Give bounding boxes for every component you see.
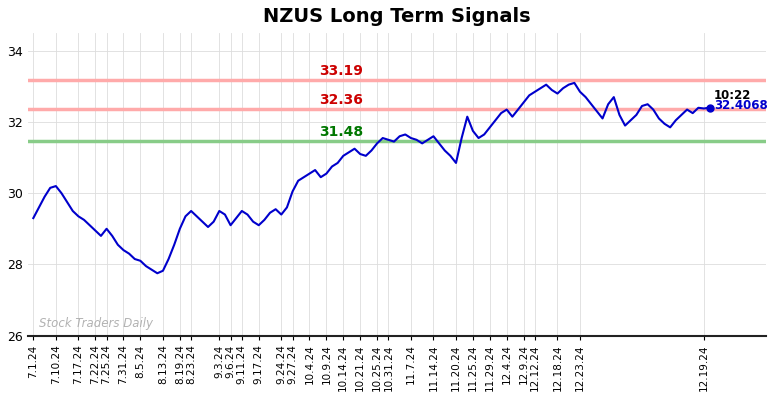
Text: 31.48: 31.48 — [319, 125, 363, 139]
Text: 32.36: 32.36 — [319, 94, 363, 107]
Text: 33.19: 33.19 — [319, 64, 363, 78]
Title: NZUS Long Term Signals: NZUS Long Term Signals — [263, 7, 531, 26]
Text: Stock Traders Daily: Stock Traders Daily — [39, 317, 153, 330]
Text: 32.4068: 32.4068 — [714, 99, 768, 112]
Text: 10:22: 10:22 — [714, 89, 752, 101]
